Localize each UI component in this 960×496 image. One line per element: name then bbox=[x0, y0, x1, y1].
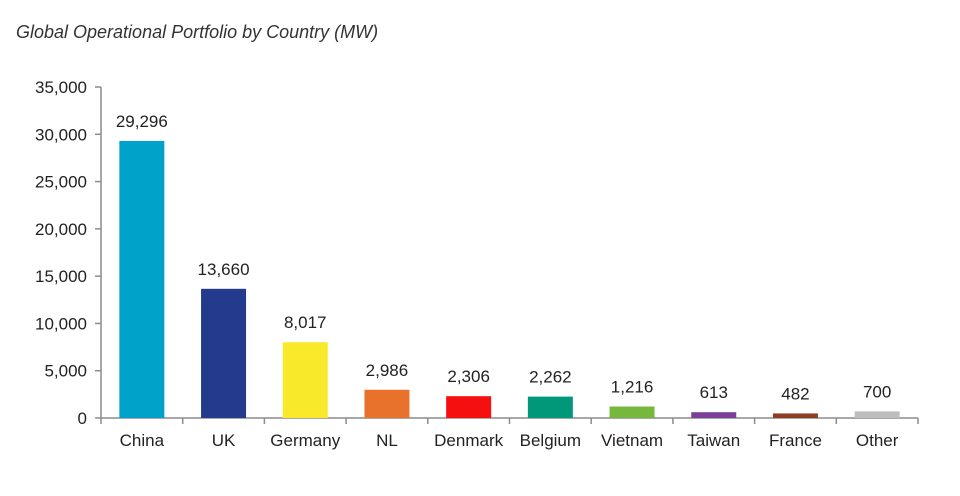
data-label: 613 bbox=[700, 383, 728, 402]
bar-taiwan bbox=[691, 412, 737, 418]
data-label: 8,017 bbox=[284, 313, 327, 332]
data-label: 2,986 bbox=[366, 361, 409, 380]
bar-other bbox=[854, 411, 900, 418]
data-label: 1,216 bbox=[611, 378, 654, 397]
bar-denmark bbox=[446, 396, 492, 418]
x-tick-label: Other bbox=[856, 431, 899, 450]
y-tick-label: 25,000 bbox=[35, 173, 87, 192]
x-axis: China UK Germany NL Denmark Belgium Vietnam Tai… bbox=[100, 417, 919, 450]
data-labels: 29,296 13,660 8,017 2,986 2,306 2,262 1,216 613… bbox=[116, 112, 891, 403]
data-label: 700 bbox=[863, 382, 891, 401]
bar-vietnam bbox=[609, 406, 655, 418]
x-tick-label: Germany bbox=[270, 431, 340, 450]
y-tick-label: 15,000 bbox=[35, 267, 87, 286]
bars bbox=[119, 140, 900, 418]
x-tick-label: China bbox=[120, 431, 165, 450]
bar-china bbox=[119, 140, 165, 418]
bar-germany bbox=[282, 342, 328, 418]
bar-belgium bbox=[527, 396, 573, 418]
data-label: 2,262 bbox=[529, 368, 572, 387]
x-tick-label: Vietnam bbox=[601, 431, 663, 450]
x-tick-label: Belgium bbox=[520, 431, 581, 450]
x-tick-label: Denmark bbox=[434, 431, 503, 450]
y-tick-label: 0 bbox=[78, 409, 87, 428]
y-tick-label: 5,000 bbox=[44, 362, 87, 381]
y-tick-label: 35,000 bbox=[35, 78, 87, 97]
x-tick-label: Taiwan bbox=[687, 431, 740, 450]
data-label: 2,306 bbox=[447, 367, 490, 386]
bar-france bbox=[772, 413, 818, 418]
data-label: 13,660 bbox=[198, 260, 250, 279]
data-label: 29,296 bbox=[116, 112, 168, 131]
y-tick-label: 30,000 bbox=[35, 125, 87, 144]
data-label: 482 bbox=[781, 384, 809, 403]
y-tick-label: 10,000 bbox=[35, 314, 87, 333]
y-tick-label: 20,000 bbox=[35, 220, 87, 239]
chart-title: Global Operational Portfolio by Country … bbox=[16, 22, 379, 42]
x-tick-label: France bbox=[769, 431, 822, 450]
y-axis: 0 5,000 10,000 15,000 20,000 25,000 30,000 35,0… bbox=[35, 78, 102, 428]
bar-uk bbox=[201, 288, 247, 418]
bar-nl bbox=[364, 389, 410, 418]
x-tick-label: NL bbox=[376, 431, 398, 450]
x-tick-label: UK bbox=[212, 431, 236, 450]
